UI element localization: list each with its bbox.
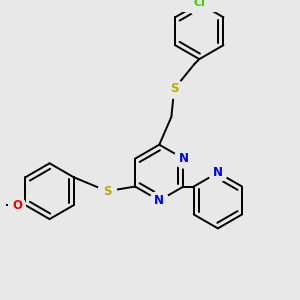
- Circle shape: [98, 182, 116, 200]
- Circle shape: [174, 149, 193, 168]
- Circle shape: [165, 80, 184, 98]
- Text: N: N: [213, 166, 223, 179]
- Text: N: N: [154, 194, 164, 207]
- Circle shape: [187, 0, 211, 15]
- Text: O: O: [12, 199, 22, 212]
- Text: Cl: Cl: [194, 0, 205, 8]
- Circle shape: [208, 163, 227, 182]
- Text: S: S: [103, 185, 112, 198]
- Text: S: S: [170, 82, 178, 95]
- Circle shape: [9, 197, 26, 214]
- Text: N: N: [178, 152, 188, 165]
- Circle shape: [150, 191, 169, 210]
